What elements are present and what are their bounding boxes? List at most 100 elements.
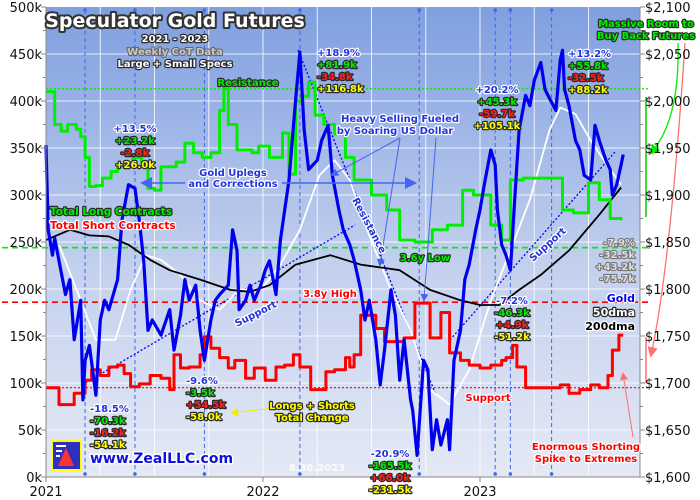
total-change-arrow [230, 407, 273, 417]
date-stamp: 8.30.2023 [289, 463, 345, 474]
legend-200dma: 200dma [585, 320, 635, 333]
x-axis-tick-label: 2023 [463, 485, 496, 500]
event-marker-dot [417, 472, 422, 476]
series-line-total-short-contracts [46, 301, 624, 407]
series-line-50dma [58, 106, 622, 406]
annotation-a4-line-1: +18.9% [317, 48, 360, 59]
annotation-a4-line-4: +116.8k [317, 84, 364, 95]
event-markers [83, 8, 554, 476]
right-axis-tick-label: $1,750 [645, 330, 691, 345]
change-annotations: -18.5%-70.3k-16.2k-54.1k +13.5%+23.2k-2.8… [89, 47, 637, 497]
series-line-200dma [45, 186, 622, 306]
right-axis-tick-label: $1,850 [645, 236, 691, 251]
annotation-a1-line-3: -16.2k [90, 428, 126, 439]
left-axis-tick-label: 400k [10, 95, 43, 110]
right-axis-tick-label: $2,000 [645, 95, 691, 110]
annotation-a9-line-1: -20.9% [371, 449, 410, 460]
enormous-shorting-label-2: Spike to Extremes [535, 454, 638, 465]
event-marker-dot [493, 472, 497, 476]
total-change-label-2: Total Change [275, 413, 348, 424]
event-marker-dot [493, 8, 497, 12]
annotation-a8-line-1: -7.2% [496, 296, 528, 307]
annotation-a7-line-2: -32.5k [600, 250, 636, 261]
annotation-a7-line-1: -7.9% [603, 238, 635, 249]
heavy-selling-label-1: Heavy Selling Fueled [341, 114, 459, 125]
annotation-a6-line-4: +88.2k [568, 85, 608, 96]
event-marker-dot [133, 472, 137, 476]
zeal-logo [51, 440, 82, 471]
annotation-a9-line-4: -231.5k [369, 485, 412, 496]
annotation-a1-line-2: -70.3k [90, 416, 126, 427]
low-36-label: 3.6y Low [400, 253, 450, 264]
shorting-arrow-long [647, 42, 686, 358]
annotation-a3-line-1: -9.6% [186, 376, 218, 387]
left-axis-tick-label: 150k [10, 330, 43, 345]
annotation-a4-line-2: +81.9k [317, 60, 357, 71]
annotation-a6-line-2: +55.8k [568, 61, 608, 72]
event-marker-dot [508, 8, 513, 12]
annotation-a3-line-3: +54.5k [186, 400, 226, 411]
heavy-selling-arrow-2 [376, 137, 401, 267]
chart-subtitle-specs: Large + Small Specs [117, 59, 232, 70]
reference-lines [2, 88, 650, 389]
left-axis-tick-label: 500k [10, 1, 43, 16]
event-marker-dot [202, 8, 207, 12]
annotation-a2-line-3: -2.8k [121, 148, 150, 159]
left-axis-tick-label: 300k [10, 189, 43, 204]
annotation-a6-line-3: -32.5k [568, 73, 604, 84]
enormous-shorting-label-1: Enormous Shorting [532, 442, 640, 453]
right-axis-tick-label: $2,100 [645, 1, 691, 16]
high-38-label: 3.8y High [303, 289, 357, 300]
heavy-selling-label-2: by Soaring US Dollar [337, 126, 454, 137]
right-axis-tick-label: $1,700 [645, 377, 691, 392]
legend-longs: Total Long Contracts [50, 206, 172, 218]
annotation-a9-line-3: +66.0k [370, 473, 410, 484]
event-marker-dot [549, 8, 554, 12]
legend-gold: Gold [607, 292, 635, 305]
chart-subtitle-years: 2021 - 2023 [142, 34, 209, 45]
right-axis-tick-label: $1,650 [645, 424, 691, 439]
x-axis-tick-label: 2021 [29, 485, 62, 500]
annotation-arrows [140, 42, 686, 438]
annotation-a6-line-1: +13.2% [568, 49, 611, 60]
event-marker-dot [298, 8, 302, 12]
annotation-a8-line-2: -46.3k [494, 308, 530, 319]
annotation-a8-line-3: +4.9k [496, 320, 529, 331]
chart-subtitle-cot: Weekly CoT Data [127, 47, 222, 58]
event-marker-dot [417, 8, 422, 12]
series-lines [44, 48, 625, 457]
support-trendline-1 [81, 224, 356, 386]
right-axis-tick-label: $1,950 [645, 142, 691, 157]
heavy-selling-arrow-1 [330, 137, 401, 176]
annotation-a3-line-2: -3.5k [186, 388, 215, 399]
series-line-gold [44, 48, 625, 457]
uplegs-label-1: Gold Uplegs [199, 168, 267, 179]
left-axis-tick-label: 0k [26, 471, 42, 486]
x-axis-tick-label: 2022 [246, 485, 279, 500]
annotation-a7-line-4: -75.7k [600, 274, 636, 285]
left-axis-tick-label: 350k [10, 142, 43, 157]
left-axis-tick-label: 50k [18, 424, 43, 439]
annotation-a2-line-2: +23.2k [115, 136, 155, 147]
annotation-a4-line-3: -34.8k [317, 72, 353, 83]
support-red-label: Support [465, 393, 510, 404]
right-axis-tick-label: $1,800 [645, 283, 691, 298]
legend-50dma: 50dma [593, 306, 635, 319]
annotation-a5-line-1: +20.2% [475, 85, 518, 96]
massive-room-label-2: Buy Back Futures [597, 31, 695, 42]
annotation-a2-line-4: +26.0k [115, 160, 155, 171]
event-marker-dot [133, 8, 137, 12]
uplegs-label-2: and Corrections [188, 179, 277, 190]
annotation-a5-line-4: +105.1k [474, 121, 521, 132]
annotation-a5-line-3: -59.7k [479, 109, 515, 120]
right-axis-tick-label: $1,900 [645, 189, 691, 204]
series-line-total-long-contracts [46, 80, 623, 244]
annotation-a1-line-4: -54.1k [90, 440, 126, 451]
massive-room-label-1: Massive Room to [598, 19, 694, 30]
annotation-a7-line-3: +43.2k [595, 262, 635, 273]
left-axis-tick-label: 450k [10, 48, 43, 63]
right-axis-tick-label: $1,600 [645, 471, 691, 486]
event-marker-dot [298, 472, 302, 476]
event-marker-dot [549, 472, 554, 476]
